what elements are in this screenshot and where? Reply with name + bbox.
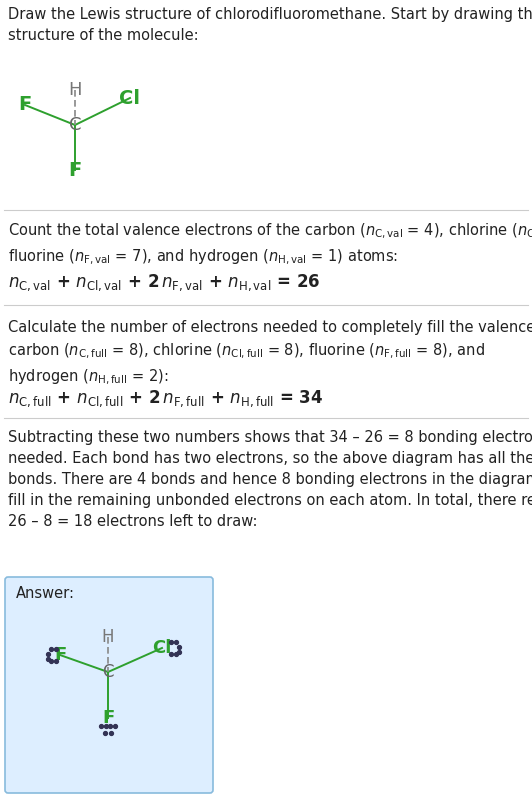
Text: H: H xyxy=(68,81,82,99)
Text: C: C xyxy=(69,116,81,134)
Text: F: F xyxy=(19,96,31,115)
Text: F: F xyxy=(54,646,66,664)
Text: $n_\mathrm{C,val}$ + $n_\mathrm{Cl,val}$ + 2$\,n_\mathrm{F,val}$ + $n_\mathrm{H,: $n_\mathrm{C,val}$ + $n_\mathrm{Cl,val}$… xyxy=(8,272,320,293)
Text: Draw the Lewis structure of chlorodifluoromethane. Start by drawing the overall
: Draw the Lewis structure of chlorodifluo… xyxy=(8,7,532,43)
Text: Answer:: Answer: xyxy=(16,586,75,601)
Text: Calculate the number of electrons needed to completely fill the valence shells f: Calculate the number of electrons needed… xyxy=(8,320,532,387)
FancyBboxPatch shape xyxy=(5,577,213,793)
Text: F: F xyxy=(69,161,81,180)
Text: C: C xyxy=(102,663,114,681)
Text: Subtracting these two numbers shows that 34 – 26 = 8 bonding electrons are
neede: Subtracting these two numbers shows that… xyxy=(8,430,532,529)
Text: Cl: Cl xyxy=(120,88,140,107)
Text: H: H xyxy=(102,628,114,646)
Text: F: F xyxy=(102,709,114,727)
Text: $n_\mathrm{C,full}$ + $n_\mathrm{Cl,full}$ + 2$\,n_\mathrm{F,full}$ + $n_\mathrm: $n_\mathrm{C,full}$ + $n_\mathrm{Cl,full… xyxy=(8,388,323,408)
Text: Cl: Cl xyxy=(152,639,172,657)
Text: Count the total valence electrons of the carbon ($n_\mathrm{C,val}$ = 4), chlori: Count the total valence electrons of the… xyxy=(8,222,532,267)
